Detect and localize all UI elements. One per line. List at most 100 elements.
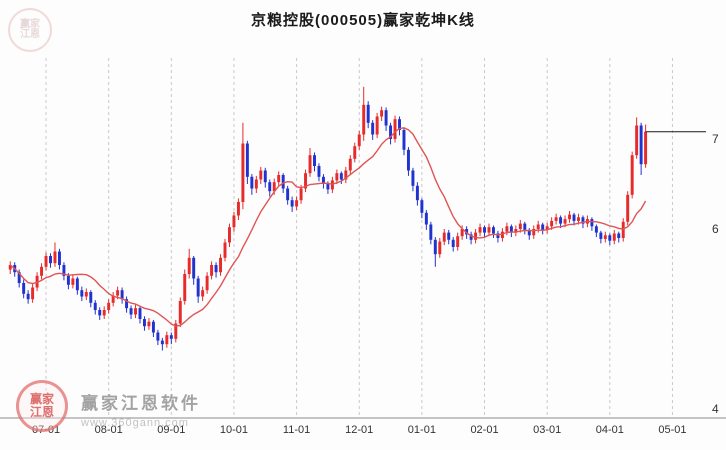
candle-body-up: [536, 224, 540, 229]
candle-body-down: [523, 223, 527, 230]
candle-body-down: [402, 130, 406, 150]
candle-body-up: [442, 232, 446, 242]
candle-body-down: [429, 224, 433, 240]
candle-body-up: [232, 215, 236, 228]
candle-body-up: [236, 202, 240, 216]
candle-body-up: [241, 143, 245, 202]
candle-body-down: [326, 184, 330, 190]
candle-body-down: [80, 290, 84, 297]
candle-body-down: [17, 272, 21, 283]
x-axis-label: 04-01: [596, 424, 624, 436]
brand-logo-icon: 赢家 江恩: [16, 380, 68, 432]
candle-body-up: [205, 275, 209, 291]
candle-body-up: [40, 266, 44, 276]
candle-body-down: [125, 299, 129, 309]
candle-body-up: [500, 231, 504, 238]
candle-body-down: [541, 224, 545, 230]
candle-body-up: [554, 217, 558, 221]
candle-body-up: [228, 227, 231, 243]
candle-body-down: [339, 173, 343, 180]
candle-body-up: [223, 242, 227, 258]
candle-body-down: [447, 232, 451, 240]
candle-body-down: [160, 340, 164, 345]
candle-body-down: [415, 185, 419, 201]
candle-body-up: [456, 236, 460, 247]
brand-watermark: 赢家 江恩 赢家江恩软件 www.360gann.com: [16, 380, 201, 432]
candle-body-down: [196, 278, 200, 297]
candle-body-down: [491, 227, 495, 234]
candle-body-up: [71, 278, 75, 285]
candle-body-down: [424, 212, 428, 225]
candle-body-up: [147, 321, 151, 327]
x-axis-label: 12-01: [345, 424, 373, 436]
candle-body-down: [433, 239, 437, 255]
faint-logo-watermark-icon: 赢家 江恩: [8, 8, 52, 52]
candle-body-up: [348, 158, 352, 171]
candle-body-down: [321, 176, 325, 184]
brand-logo-text-top: 赢家: [29, 391, 54, 406]
candle-body-down: [129, 308, 133, 315]
candle-body-up: [626, 194, 630, 222]
candle-body-down: [250, 176, 254, 189]
candle-body-down: [192, 257, 196, 279]
candle-body-down: [398, 119, 401, 130]
candle-body-up: [174, 323, 178, 339]
candle-body-down: [509, 226, 513, 233]
y-axis-label: 4: [712, 402, 719, 416]
candle-body-down: [406, 149, 410, 171]
candle-body-down: [93, 302, 97, 310]
candle-body-down: [608, 235, 612, 241]
candle-body-up: [116, 290, 120, 296]
candle-body-up: [111, 295, 115, 303]
brand-logo-text-bottom: 江恩: [29, 405, 54, 419]
candle-body-down: [559, 217, 563, 224]
candle-body-up: [44, 256, 48, 267]
y-axis-label: 7: [712, 132, 719, 146]
candle-body-up: [393, 119, 397, 139]
candle-body-up: [353, 146, 357, 159]
candle-body-down: [384, 110, 388, 126]
candle-body-up: [183, 274, 187, 301]
candle-body-up: [487, 227, 491, 233]
candle-body-down: [465, 229, 469, 235]
candle-body-down: [142, 319, 146, 327]
candle-body-down: [98, 310, 102, 316]
candle-body-up: [53, 251, 57, 264]
candle-body-down: [590, 219, 594, 227]
candle-body-down: [483, 227, 486, 233]
candle-body-up: [478, 227, 482, 233]
y-axis-label: 6: [712, 222, 719, 236]
candle-body-down: [286, 188, 290, 201]
candle-body-up: [644, 131, 648, 165]
candle-body-up: [635, 125, 639, 156]
candle-body-down: [49, 256, 52, 264]
candle-body-down: [245, 143, 249, 177]
candle-body-up: [31, 287, 35, 300]
candle-body-down: [22, 283, 26, 294]
x-axis-label: 11-01: [283, 424, 310, 436]
candle-body-down: [366, 104, 370, 123]
candle-body-up: [187, 257, 191, 274]
candle-body-down: [156, 332, 160, 341]
candle-body-up: [254, 179, 258, 189]
candle-body-up: [357, 134, 361, 147]
candle-body-up: [362, 104, 366, 135]
candle-body-up: [545, 226, 549, 230]
candle-body-down: [66, 275, 70, 285]
candle-body-up: [210, 265, 214, 276]
candle-body-down: [290, 200, 294, 207]
candle-body-down: [411, 170, 415, 186]
x-axis-label: 02-01: [470, 424, 498, 436]
candle-body-up: [277, 175, 281, 183]
candle-body-down: [617, 233, 621, 238]
candle-body-down: [120, 290, 124, 300]
candle-body-up: [568, 214, 572, 220]
candle-body-up: [603, 235, 607, 239]
candle-body-up: [474, 232, 478, 240]
candle-body-up: [438, 241, 442, 255]
candle-body-down: [594, 226, 598, 233]
candle-body-down: [214, 265, 218, 273]
candle-body-down: [496, 233, 500, 238]
candle-body-down: [639, 125, 643, 165]
